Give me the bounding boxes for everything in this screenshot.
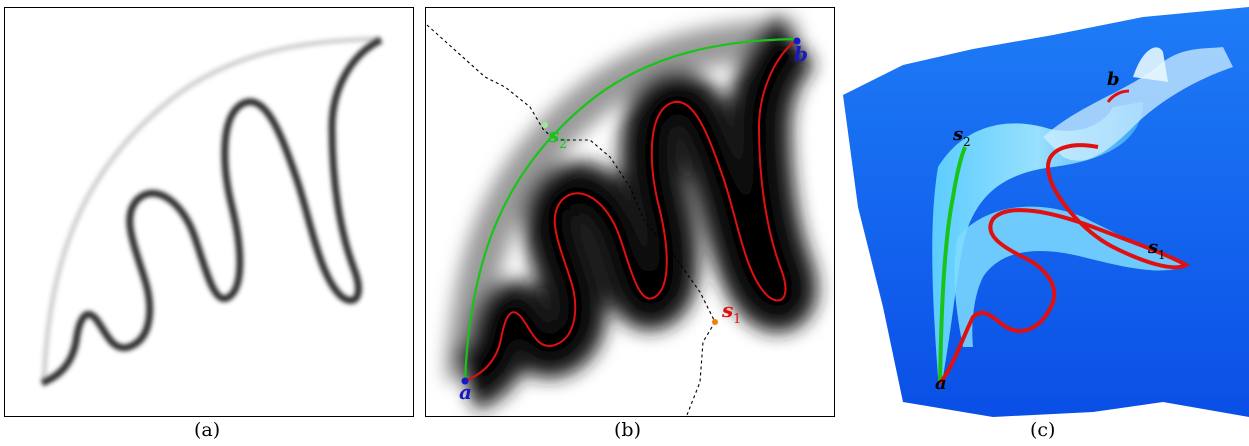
red-path-3d xyxy=(938,143,1191,385)
panel-b-distance-map: a b s 1 s 2 xyxy=(425,7,835,417)
surface-peak xyxy=(1133,47,1168,82)
dashed-separation-line xyxy=(426,24,716,416)
green-path-3d xyxy=(938,146,967,384)
surface-ridge-right xyxy=(1043,47,1233,161)
red-path xyxy=(464,39,798,382)
green-path xyxy=(463,37,798,382)
panel-c-3d-surface: a b s 2 s 1 xyxy=(843,7,1249,417)
label-b: b xyxy=(794,42,808,66)
label-s2: s xyxy=(547,123,559,147)
label-s2-3d: s xyxy=(952,124,963,145)
label-a: a xyxy=(459,380,472,404)
caption-c: (c) xyxy=(1030,419,1056,441)
label-s1: s xyxy=(721,298,733,322)
wavy-dark-curve xyxy=(40,36,383,387)
point-s2 xyxy=(542,122,548,128)
label-b-3d: b xyxy=(1107,69,1120,90)
faint-arc-curve xyxy=(41,36,380,380)
label-s1-3d: s xyxy=(1147,237,1158,258)
label-s1-3d-subscript: 1 xyxy=(1158,248,1166,262)
surface-ridge-left xyxy=(932,102,1143,377)
label-s2-subscript: 2 xyxy=(559,137,567,152)
label-s1-subscript: 1 xyxy=(733,312,741,327)
caption-b: (b) xyxy=(614,419,641,441)
point-s1 xyxy=(712,319,718,325)
caption-a: (a) xyxy=(194,419,221,441)
red-path-3d-end xyxy=(1106,89,1130,103)
endpoint-b xyxy=(793,37,801,45)
panel-a-blurred-image xyxy=(4,7,414,417)
endpoint-a xyxy=(461,377,469,385)
label-a-3d: a xyxy=(935,373,947,394)
label-s2-3d-subscript: 2 xyxy=(963,135,971,149)
